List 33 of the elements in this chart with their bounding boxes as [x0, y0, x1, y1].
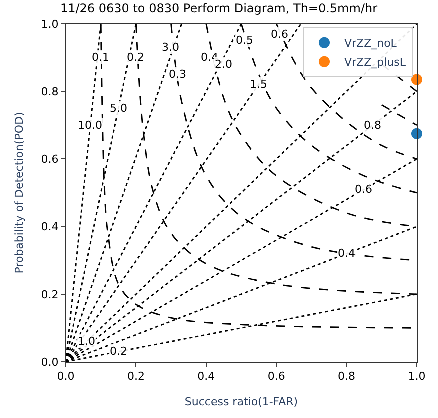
y-tick-label: 0.8	[41, 85, 59, 98]
annotation: 0.8	[364, 119, 382, 132]
y-axis-title: Probability of Detection(POD)	[12, 112, 26, 274]
legend-label: VrZZ_plusL	[344, 56, 407, 70]
annotation: 0.4	[201, 51, 218, 64]
annotation: 1.0	[78, 335, 96, 348]
annotation: 0.4	[338, 247, 356, 260]
annotation: 0.2	[127, 51, 144, 64]
x-tick-label: 0.4	[198, 370, 216, 384]
annotation: 3.0	[162, 41, 180, 54]
annotation: 0.1	[92, 51, 110, 64]
y-tick-label: 0.2	[41, 288, 59, 302]
annotation: 0.5	[236, 34, 254, 47]
y-tick-label: 0.4	[41, 220, 59, 234]
y-tick-label: 0.6	[41, 153, 59, 166]
annotation: 5.0	[110, 102, 128, 115]
x-tick-label: 0.6	[268, 370, 286, 384]
x-tick-label: 0.2	[127, 370, 145, 384]
annotation: 1.5	[250, 78, 268, 91]
annotation: 0.6	[355, 183, 372, 196]
legend-label: VrZZ_noL	[344, 37, 398, 50]
y-tick-label: 0.0	[41, 356, 59, 369]
annotation: 10.0	[78, 119, 102, 132]
y-tick-label: 1.0	[41, 18, 59, 31]
chart-title: 11/26 0630 to 0830 Perform Diagram, Th=0.5mm/hr	[60, 2, 378, 16]
annotation: 2.0	[215, 58, 232, 71]
x-tick-label: 0.8	[338, 370, 356, 384]
annotation: 0.6	[271, 28, 288, 41]
x-tick-label: 0.0	[57, 370, 75, 384]
annotation: 0.3	[169, 68, 186, 81]
x-tick-label: 1.0	[408, 370, 426, 384]
x-axis-title: Success ratio(1-FAR)	[184, 395, 298, 408]
annotation: 0.2	[110, 345, 128, 358]
